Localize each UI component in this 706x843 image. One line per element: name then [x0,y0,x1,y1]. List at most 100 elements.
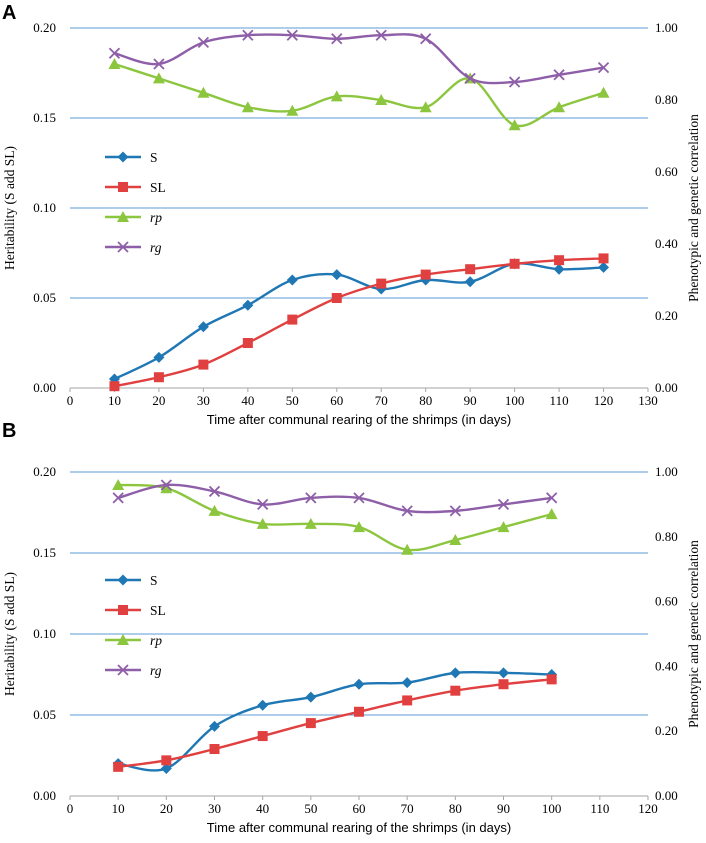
legend-marker [117,241,129,253]
data-point [401,677,413,689]
legend-item-rg: rg [105,240,162,255]
x-tick-label: 130 [638,393,658,408]
y-left-axis-title: Heritability (S add SL) [2,572,17,696]
data-point [354,706,364,717]
data-point [498,667,509,679]
series-rp [112,478,558,555]
data-point [449,505,461,517]
data-point [113,761,124,772]
y-right-tick-label: 0.20 [655,308,678,323]
x-tick-label: 40 [256,801,269,816]
data-point [545,508,558,520]
legend-marker [117,634,129,645]
data-point [197,86,210,98]
legend-label: S [150,573,158,588]
x-tick-label: 100 [505,393,525,408]
data-point [153,372,164,383]
x-tick-label: 110 [590,801,609,816]
x-tick-label: 80 [449,801,462,816]
x-tick-label: 20 [160,801,173,816]
data-point [152,72,165,84]
data-point [153,351,165,363]
data-point [509,258,520,269]
data-point [242,29,254,41]
x-tick-label: 40 [241,393,254,408]
data-point [331,269,343,281]
series-line [118,483,552,552]
data-point [464,276,476,288]
legend-item-sl: SL [105,180,166,195]
y-left-tick-label: 0.00 [33,380,56,395]
data-point [508,76,521,88]
legend-item-s: S [105,150,158,165]
y-right-tick-label: 0.40 [655,658,678,673]
legend-marker [117,574,129,586]
data-point [420,33,432,45]
x-tick-label: 10 [112,801,125,816]
x-tick-label: 70 [375,393,388,408]
data-point [553,101,566,113]
y-right-tick-label: 1.00 [655,20,678,35]
y-right-tick-label: 0.00 [655,788,678,803]
x-tick-label: 30 [197,393,210,408]
y-left-tick-label: 0.15 [33,545,56,560]
legend-label: S [150,150,158,165]
data-point [197,321,209,333]
y-right-tick-label: 0.60 [655,594,678,609]
x-tick-label: 20 [152,393,165,408]
data-point [208,504,221,516]
x-ticks: 0 10 20 30 40 50 60 70 80 90 100 110 120 130 [67,388,658,408]
data-point [546,492,558,504]
series-line [118,678,552,769]
data-point [419,101,432,113]
data-point [598,261,610,273]
y-left-tick-label: 0.20 [33,464,56,479]
data-point [153,58,165,70]
data-point [402,695,413,706]
data-point [198,359,209,370]
data-point [160,479,172,491]
x-tick-label: 80 [419,393,432,408]
data-point [597,61,610,74]
x-tick-label: 30 [208,801,221,816]
legend-label: SL [150,603,166,618]
legend-marker [118,605,128,615]
data-point [554,255,565,266]
y-left-tick-label: 0.05 [33,290,56,305]
y-left-tick-label: 0.00 [33,788,56,803]
legend-label: rg [150,663,162,678]
data-point [304,517,317,529]
data-point [108,58,121,69]
series-line [117,483,552,514]
gridlines [70,27,648,299]
data-point [242,299,254,311]
data-point [449,667,461,679]
data-point [401,543,414,555]
y-right-tick-label: 0.00 [655,380,678,395]
data-point [498,679,509,690]
y-right-axis-title: Phenotypic and genetic correlation [686,540,701,728]
y-right-ticks: 0.00 0.20 0.40 0.60 0.80 1.00 [655,20,678,395]
series-s [108,258,610,385]
data-point [112,478,125,490]
data-point [331,33,343,45]
legend-item-s: S [105,573,158,588]
series-line [114,33,604,85]
series-rp [108,58,610,131]
y-left-tick-label: 0.15 [33,110,56,125]
legend-label: rp [150,633,162,648]
data-point [257,699,269,711]
y-right-tick-label: 0.60 [655,164,678,179]
x-axis-title: Time after communal rearing of the shrim… [207,412,511,427]
x-tick-label: 0 [67,393,74,408]
data-point [450,685,461,696]
data-point [375,29,387,41]
x-tick-label: 110 [550,393,569,408]
legend-item-sl: SL [105,603,166,618]
gridlines [70,471,648,716]
series-s [112,667,558,774]
x-tick-label: 10 [108,393,121,408]
data-point [160,762,172,774]
x-tick-label: 90 [497,801,510,816]
